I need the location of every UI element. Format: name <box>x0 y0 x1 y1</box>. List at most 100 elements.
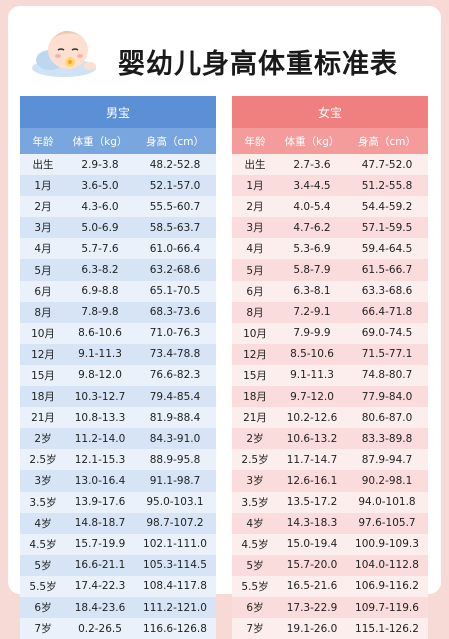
girls-age-cell: 18月 <box>232 386 278 408</box>
boys-height-cell: 71.0-76.3 <box>134 322 216 344</box>
girls-age-cell: 8月 <box>232 301 278 323</box>
boys-table-row: 2月 4.3-6.0 55.5-60.7 <box>20 196 216 218</box>
boys-table-caption: 男宝 <box>20 96 216 128</box>
girls-weight-cell: 6.3-8.1 <box>278 280 346 302</box>
girls-age-cell: 出生 <box>232 154 278 176</box>
girls-table-row: 4岁 14.3-18.3 97.6-105.7 <box>232 512 428 534</box>
boys-table-row: 6岁 18.4-23.6 111.2-121.0 <box>20 596 216 619</box>
girls-table-row: 2.5岁 11.7-14.7 87.9-94.7 <box>232 449 428 471</box>
boys-table-row: 10月 8.6-10.6 71.0-76.3 <box>20 322 216 344</box>
boys-height-cell: 76.6-82.3 <box>134 364 216 387</box>
boys-table-row: 15月 9.8-12.0 76.6-82.3 <box>20 364 216 387</box>
boys-height-cell: 65.1-70.5 <box>134 280 216 302</box>
boys-age-cell: 4岁 <box>20 512 66 534</box>
boys-weight-cell: 9.1-11.3 <box>66 343 134 365</box>
girls-weight-cell: 16.5-21.6 <box>278 575 346 597</box>
boys-weight-cell: 18.4-23.6 <box>66 596 134 619</box>
boys-weight-cell: 4.3-6.0 <box>66 196 134 218</box>
girls-height-cell: 71.5-77.1 <box>346 343 428 365</box>
boys-age-cell: 7岁 <box>20 618 66 639</box>
boys-height-cell: 79.4-85.4 <box>134 386 216 408</box>
girls-age-cell: 6岁 <box>232 596 278 619</box>
girls-age-cell: 4.5岁 <box>232 533 278 555</box>
girls-height-cell: 69.0-74.5 <box>346 322 428 344</box>
girls-weight-cell: 3.4-4.5 <box>278 175 346 197</box>
chart-card: 婴幼儿身高体重标准表 男宝 年龄 体重（kg） 身高（cm） 出生 2.9-3.8… <box>8 6 441 639</box>
boys-table-body: 出生 2.9-3.8 48.2-52.8 1月 3.6-5.0 52.1-57.0 2月 4.… <box>20 154 216 639</box>
girls-height-cell: 59.4-64.5 <box>346 238 428 260</box>
girls-age-cell: 12月 <box>232 343 278 365</box>
girls-height-cell: 83.3-89.8 <box>346 428 428 450</box>
girls-header-weight: 体重（kg） <box>278 128 346 154</box>
boys-age-cell: 12月 <box>20 343 66 365</box>
girls-table-row: 15月 9.1-11.3 74.8-80.7 <box>232 364 428 387</box>
girls-age-cell: 5月 <box>232 259 278 281</box>
girls-weight-cell: 13.5-17.2 <box>278 491 346 513</box>
boys-age-cell: 21月 <box>20 407 66 429</box>
girls-height-cell: 100.9-109.3 <box>346 533 428 555</box>
boys-weight-cell: 6.3-8.2 <box>66 259 134 281</box>
boys-height-cell: 111.2-121.0 <box>134 596 216 619</box>
boys-weight-cell: 13.9-17.6 <box>66 491 134 513</box>
boys-header-age: 年龄 <box>20 128 66 154</box>
girls-weight-cell: 9.7-12.0 <box>278 386 346 408</box>
boys-table-row: 2.5岁 12.1-15.3 88.9-95.8 <box>20 449 216 471</box>
girls-table-row: 7岁 19.1-26.0 115.1-126.2 <box>232 618 428 639</box>
girls-weight-cell: 5.8-7.9 <box>278 259 346 281</box>
girls-table-row: 3月 4.7-6.2 57.1-59.5 <box>232 217 428 239</box>
header: 婴幼儿身高体重标准表 <box>8 6 441 92</box>
boys-age-cell: 3.5岁 <box>20 491 66 513</box>
girls-header-age: 年龄 <box>232 128 278 154</box>
boys-age-cell: 6岁 <box>20 596 66 619</box>
girls-weight-cell: 8.5-10.6 <box>278 343 346 365</box>
boys-weight-cell: 12.1-15.3 <box>66 449 134 471</box>
girls-header-height: 身高（cm） <box>346 128 428 154</box>
boys-table-row: 3月 5.0-6.9 58.5-63.7 <box>20 217 216 239</box>
boys-table-row: 2岁 11.2-14.0 84.3-91.0 <box>20 428 216 450</box>
boys-table-row: 12月 9.1-11.3 73.4-78.8 <box>20 343 216 365</box>
girls-table-row: 10月 7.9-9.9 69.0-74.5 <box>232 322 428 344</box>
boys-height-cell: 95.0-103.1 <box>134 491 216 513</box>
boys-weight-cell: 16.6-21.1 <box>66 554 134 576</box>
boys-weight-cell: 11.2-14.0 <box>66 428 134 450</box>
girls-height-cell: 54.4-59.2 <box>346 196 428 218</box>
girls-weight-cell: 4.7-6.2 <box>278 217 346 239</box>
girls-table-row: 4月 5.3-6.9 59.4-64.5 <box>232 238 428 260</box>
girls-table-row: 4.5岁 15.0-19.4 100.9-109.3 <box>232 533 428 555</box>
boys-weight-cell: 14.8-18.7 <box>66 512 134 534</box>
girls-height-cell: 57.1-59.5 <box>346 217 428 239</box>
girls-age-cell: 21月 <box>232 407 278 429</box>
boys-age-cell: 4月 <box>20 238 66 260</box>
girls-weight-cell: 19.1-26.0 <box>278 618 346 639</box>
boys-height-cell: 81.9-88.4 <box>134 407 216 429</box>
boys-height-cell: 61.0-66.4 <box>134 238 216 260</box>
boys-age-cell: 5月 <box>20 259 66 281</box>
boys-weight-cell: 5.0-6.9 <box>66 217 134 239</box>
boys-table-row: 3岁 13.0-16.4 91.1-98.7 <box>20 470 216 492</box>
boys-weight-cell: 13.0-16.4 <box>66 470 134 492</box>
girls-height-cell: 106.9-116.2 <box>346 575 428 597</box>
girls-table-row: 1月 3.4-4.5 51.2-55.8 <box>232 175 428 197</box>
boys-weight-cell: 10.3-12.7 <box>66 386 134 408</box>
girls-table-row: 18月 9.7-12.0 77.9-84.0 <box>232 386 428 408</box>
boys-height-cell: 105.3-114.5 <box>134 554 216 576</box>
boys-table-row: 6月 6.9-8.8 65.1-70.5 <box>20 280 216 302</box>
girls-weight-cell: 10.2-12.6 <box>278 407 346 429</box>
girls-weight-cell: 5.3-6.9 <box>278 238 346 260</box>
boys-weight-cell: 2.9-3.8 <box>66 154 134 176</box>
girls-age-cell: 10月 <box>232 322 278 344</box>
girls-weight-cell: 15.0-19.4 <box>278 533 346 555</box>
girls-height-cell: 109.7-119.6 <box>346 596 428 619</box>
boys-table-row: 18月 10.3-12.7 79.4-85.4 <box>20 386 216 408</box>
girls-table-row: 出生 2.7-3.6 47.7-52.0 <box>232 154 428 176</box>
boys-height-cell: 102.1-111.0 <box>134 533 216 555</box>
girls-height-cell: 87.9-94.7 <box>346 449 428 471</box>
boys-table-row: 出生 2.9-3.8 48.2-52.8 <box>20 154 216 176</box>
boys-weight-cell: 3.6-5.0 <box>66 175 134 197</box>
girls-height-cell: 51.2-55.8 <box>346 175 428 197</box>
girls-table-caption: 女宝 <box>232 96 428 128</box>
girls-age-cell: 2岁 <box>232 428 278 450</box>
boys-height-cell: 52.1-57.0 <box>134 175 216 197</box>
girls-height-cell: 90.2-98.1 <box>346 470 428 492</box>
girls-height-cell: 63.3-68.6 <box>346 280 428 302</box>
